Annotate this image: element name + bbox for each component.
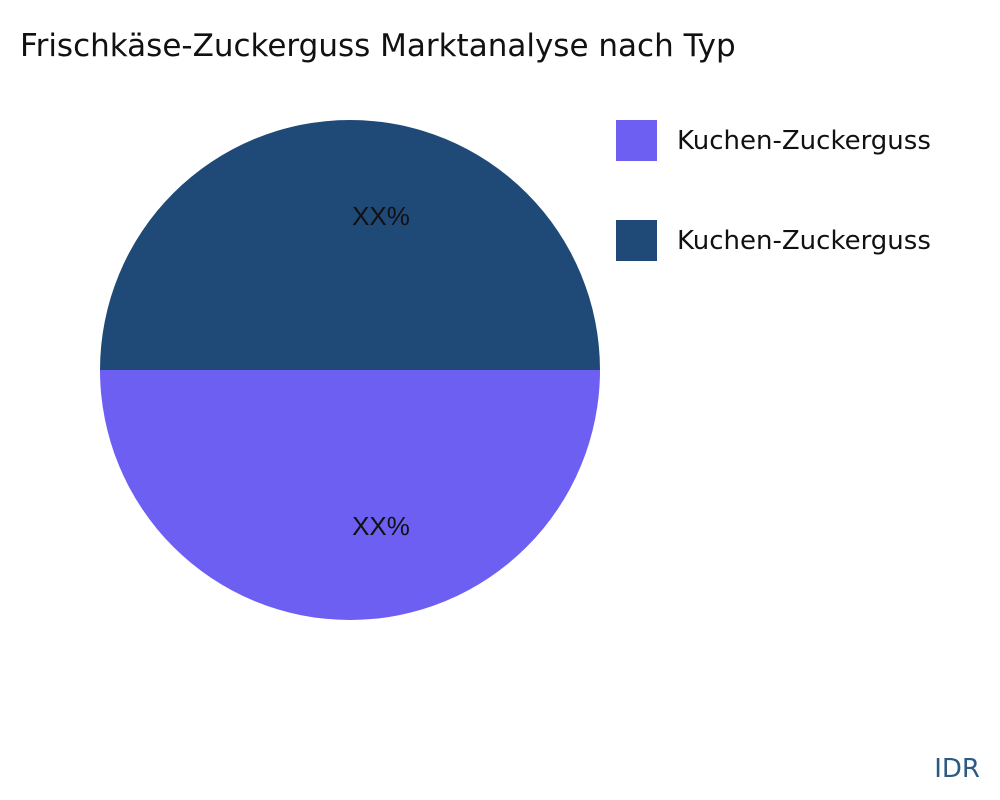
legend-label: Kuchen-Zuckerguss xyxy=(677,125,931,156)
slice-label: XX% xyxy=(352,511,410,541)
chart-title: Frischkäse-Zuckerguss Marktanalyse nach … xyxy=(20,28,736,64)
legend-swatch xyxy=(616,220,657,261)
watermark-logo: IDR xyxy=(934,754,980,784)
slice-label: XX% xyxy=(352,201,410,231)
pie-slice xyxy=(100,120,600,370)
pie-slice xyxy=(100,370,600,620)
legend-item: Kuchen-Zuckerguss xyxy=(616,220,931,261)
legend-label: Kuchen-Zuckerguss xyxy=(677,225,931,256)
legend-swatch xyxy=(616,120,657,161)
legend-item: Kuchen-Zuckerguss xyxy=(616,120,931,161)
